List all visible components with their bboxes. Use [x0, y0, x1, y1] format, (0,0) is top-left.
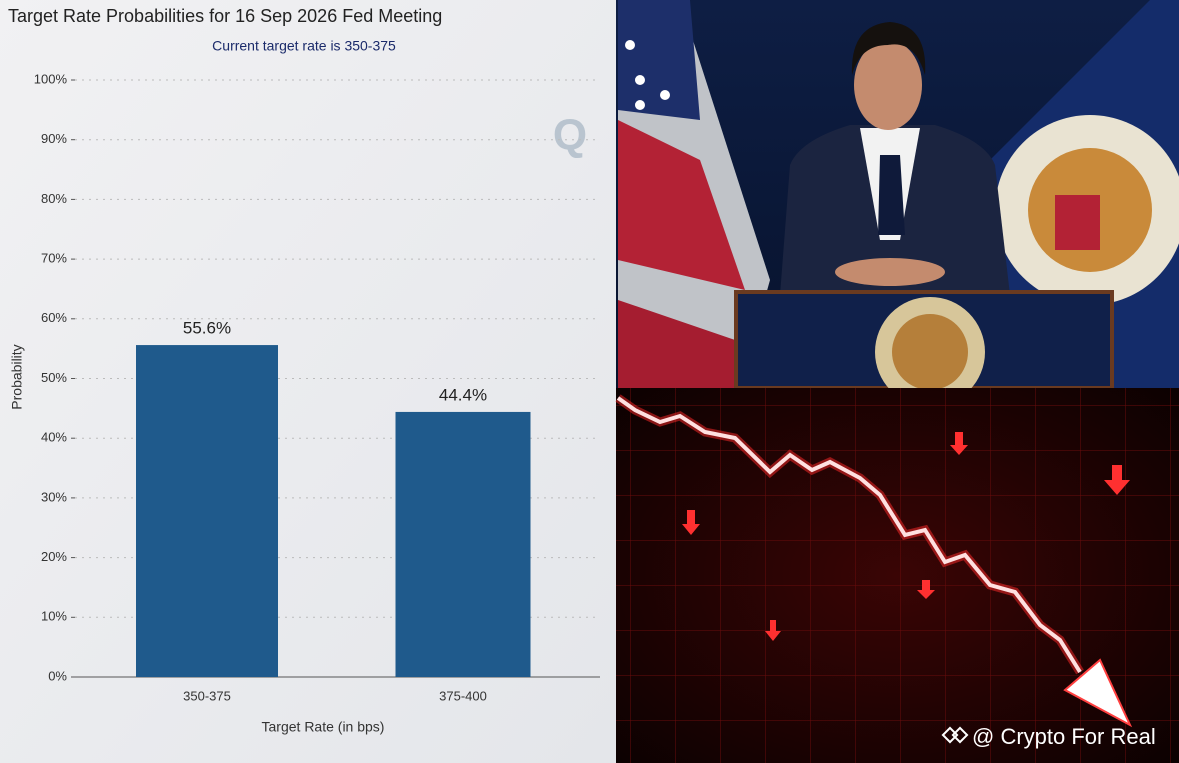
value-label: 44.4% [439, 385, 487, 404]
y-tick-label: 0% [48, 668, 67, 683]
y-tick-label: 80% [41, 191, 67, 206]
crash-graphic [615, 388, 1179, 763]
x-tick-label: 375-400 [439, 688, 487, 703]
y-tick-label: 20% [41, 549, 67, 564]
logo: Q [553, 111, 587, 160]
bar [136, 345, 278, 677]
chart-title: Target Rate Probabilities for 16 Sep 202… [8, 6, 442, 26]
y-tick-label: 90% [41, 131, 67, 146]
y-tick-label: 50% [41, 370, 67, 385]
flag [618, 0, 770, 388]
photo [616, 0, 1179, 407]
chart-subtitle: Current target rate is 350-375 [212, 38, 396, 54]
x-axis-label: Target Rate (in bps) [262, 719, 385, 735]
value-label: 55.6% [183, 319, 231, 338]
y-tick-label: 10% [41, 609, 67, 624]
watermark: @ Crypto For Real [972, 724, 1156, 749]
y-tick-label: 40% [41, 430, 67, 445]
x-tick-label: 350-375 [183, 688, 231, 703]
y-tick-label: 30% [41, 489, 67, 504]
y-tick-label: 60% [41, 310, 67, 325]
bar [395, 411, 531, 677]
y-tick-label: 100% [34, 71, 68, 86]
speaker [780, 22, 1010, 295]
y-tick-label: 70% [41, 251, 67, 266]
y-axis-label: Probability [9, 344, 25, 409]
watermark-icon [941, 726, 969, 744]
